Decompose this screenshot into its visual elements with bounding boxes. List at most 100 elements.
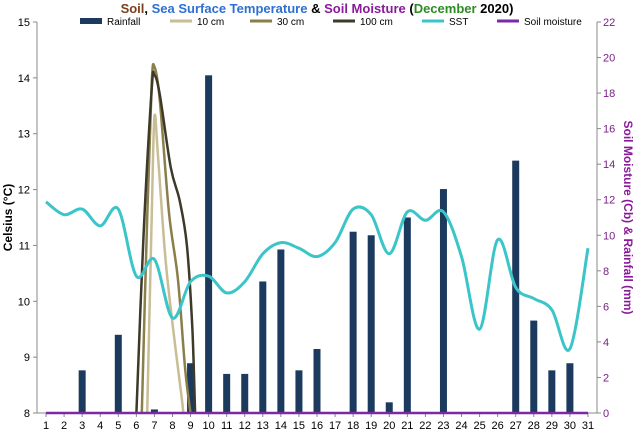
y2-tick-label: 16 [603,124,615,136]
rainfall-bar [349,231,357,413]
x-tick-label: 15 [293,420,305,432]
x-tick-label: 1 [43,420,49,432]
x-tick-label: 17 [329,420,341,432]
y2-tick-label: 10 [603,230,615,242]
legend-label: 10 cm [197,17,224,28]
x-tick-label: 20 [383,420,395,432]
x-tick-label: 30 [564,420,576,432]
rainfall-bar [114,334,122,413]
y2-tick-label: 14 [603,159,615,171]
rainfall-bar [277,249,285,413]
legend: Rainfall 10 cm 30 cm 100 cm SST Soil moisture [80,17,582,28]
y-axis-title: Celsius (°C) [1,184,15,251]
title-part: 2020) [477,1,514,16]
x-tick-label: 28 [528,420,540,432]
title-part: Sea Surface Temperature [152,1,308,16]
title-part: ( [406,1,415,16]
x-tick-label: 8 [169,420,175,432]
y-tick-label: 13 [18,129,30,141]
rainfall-bar [241,373,249,413]
rainfall-bar [439,189,447,413]
legend-label: 30 cm [277,17,304,28]
y-tick-label: 15 [18,17,30,29]
rainfall-bar [313,349,321,413]
y-tick-label: 9 [24,352,30,364]
legend-label: SST [449,17,468,28]
x-tick-label: 4 [97,420,103,432]
x-tick-label: 14 [275,420,287,432]
legend-item: 10 cm [170,17,224,28]
y2-tick-label: 20 [603,53,615,65]
y-tick-label: 14 [18,73,30,85]
rainfall-bar [530,320,538,413]
title-part: December [414,1,477,16]
legend-swatch [80,18,102,24]
legend-item: Soil moisture [497,17,582,28]
x-tick-label: 7 [151,420,157,432]
x-tick-label: 2 [61,420,67,432]
legend-item: Rainfall [80,17,140,28]
title-part: , [144,1,151,16]
rainfall-bar [78,370,86,413]
series-lines [45,62,590,415]
chart-title: Soil, Sea Surface Temperature & Soil Moi… [121,1,514,16]
x-tick-label: 26 [492,420,504,432]
x-tick-label: 19 [365,420,377,432]
y2-tick-label: 8 [603,266,609,278]
y-tick-label: 12 [18,185,30,197]
x-tick-label: 23 [437,420,449,432]
x-tick-label: 10 [202,420,214,432]
x-tick-label: 22 [419,420,431,432]
y2-tick-label: 22 [603,17,615,29]
x-tick-label: 18 [347,420,359,432]
title-part: Soil [121,1,145,16]
y2-tick-label: 4 [603,337,609,349]
x-tick-label: 9 [187,420,193,432]
legend-label: Rainfall [107,17,140,28]
y2-tick-label: 2 [603,372,609,384]
legend-item: SST [422,17,468,28]
rainfall-bar [223,373,231,413]
rainfall-bar [205,75,213,414]
x-tick-label: 3 [79,420,85,432]
y-tick-label: 8 [24,408,30,420]
x-tick-label: 25 [473,420,485,432]
x-tick-label: 24 [455,420,467,432]
y2-axis-title: Soil Moisture (Cb) & Rainfall (mm) [621,120,634,314]
x-tick-label: 5 [115,420,121,432]
x-tick-label: 31 [582,420,594,432]
legend-item: 100 cm [333,17,393,28]
legend-label: Soil moisture [524,17,582,28]
x-tick-label: 21 [401,420,413,432]
y-tick-label: 10 [18,296,30,308]
10-cm-line [145,113,185,414]
x-tick-label: 12 [239,420,251,432]
y2-tick-label: 18 [603,88,615,100]
x-tick-label: 6 [133,420,139,432]
sst-line [45,200,590,352]
rainfall-bar [548,370,556,413]
rainfall-bar [403,217,411,413]
y2-tick-label: 6 [603,301,609,313]
title-part: & [307,1,324,16]
x-tick-label: 16 [311,420,323,432]
x-tick-label: 27 [510,420,522,432]
x-tick-label: 13 [257,420,269,432]
x-tick-label: 11 [221,420,232,432]
100-cm-line [135,70,197,414]
x-tick-label: 29 [546,420,558,432]
legend-item: 30 cm [250,17,304,28]
rainfall-bar [259,281,267,413]
y-tick-label: 11 [19,240,30,252]
rainfall-bar [566,363,574,413]
rainfall-bar [150,409,158,413]
y2-tick-label: 0 [603,408,609,420]
title-part: Soil Moisture [324,1,406,16]
rainfall-bar [385,402,393,413]
legend-label: 100 cm [360,17,393,28]
y2-tick-label: 12 [603,195,615,207]
rainfall-bar [295,370,303,413]
rainfall-bar [367,235,375,413]
